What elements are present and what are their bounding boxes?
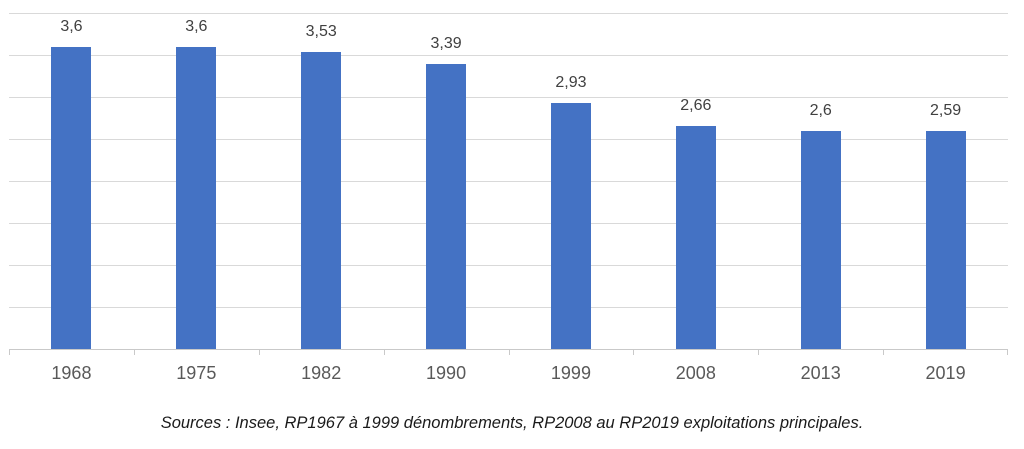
x-axis-tick <box>509 350 510 355</box>
value-label-2013: 2,6 <box>809 101 832 119</box>
bar-2013 <box>800 130 841 349</box>
bar-2019 <box>925 131 966 349</box>
gridline <box>9 55 1008 56</box>
plot-area: 3,6 1968 3,6 1975 3,53 1982 3,39 1990 2,93 1999 2,… <box>9 13 1008 383</box>
x-axis-label-1982: 1982 <box>301 363 342 383</box>
x-axis-tick <box>384 350 385 355</box>
bar-1990 <box>426 64 467 349</box>
value-label-1990: 3,39 <box>430 35 462 53</box>
gridline <box>9 181 1008 182</box>
x-axis-tick <box>134 350 135 355</box>
value-label-1999: 2,93 <box>555 73 587 91</box>
gridline <box>9 223 1008 224</box>
x-axis-tick <box>633 350 634 355</box>
bar-1968 <box>51 46 92 349</box>
x-axis-label-1968: 1968 <box>51 363 92 383</box>
gridline <box>9 307 1008 308</box>
bar-1982 <box>301 52 342 349</box>
gridline <box>9 97 1008 98</box>
value-label-2019: 2,59 <box>929 102 962 120</box>
x-axis-label-2013: 2013 <box>800 363 841 383</box>
bar-2008 <box>675 125 716 349</box>
x-axis-tick <box>758 350 759 355</box>
x-axis-tick <box>1007 350 1008 355</box>
source-note: Sources : Insee, RP1967 à 1999 dénombrem… <box>160 414 864 432</box>
gridline <box>9 139 1008 140</box>
x-axis-label-1999: 1999 <box>550 363 591 383</box>
gridline <box>9 265 1008 266</box>
gridline <box>9 13 1008 14</box>
value-label-1975: 3,6 <box>185 17 208 35</box>
bar-1975 <box>176 46 217 349</box>
x-axis-label-2019: 2019 <box>925 363 966 383</box>
x-axis-label-1975: 1975 <box>176 363 217 383</box>
value-label-2008: 2,66 <box>680 96 712 114</box>
value-label-1982: 3,53 <box>305 23 337 41</box>
x-axis-tick <box>259 350 260 355</box>
x-axis-label-2008: 2008 <box>675 363 716 383</box>
x-axis-tick <box>883 350 884 355</box>
x-axis-tick <box>9 350 10 355</box>
bar-1999 <box>550 102 591 349</box>
value-label-1968: 3,6 <box>60 17 83 35</box>
x-axis-line <box>9 349 1008 350</box>
x-axis-label-1990: 1990 <box>426 363 467 383</box>
